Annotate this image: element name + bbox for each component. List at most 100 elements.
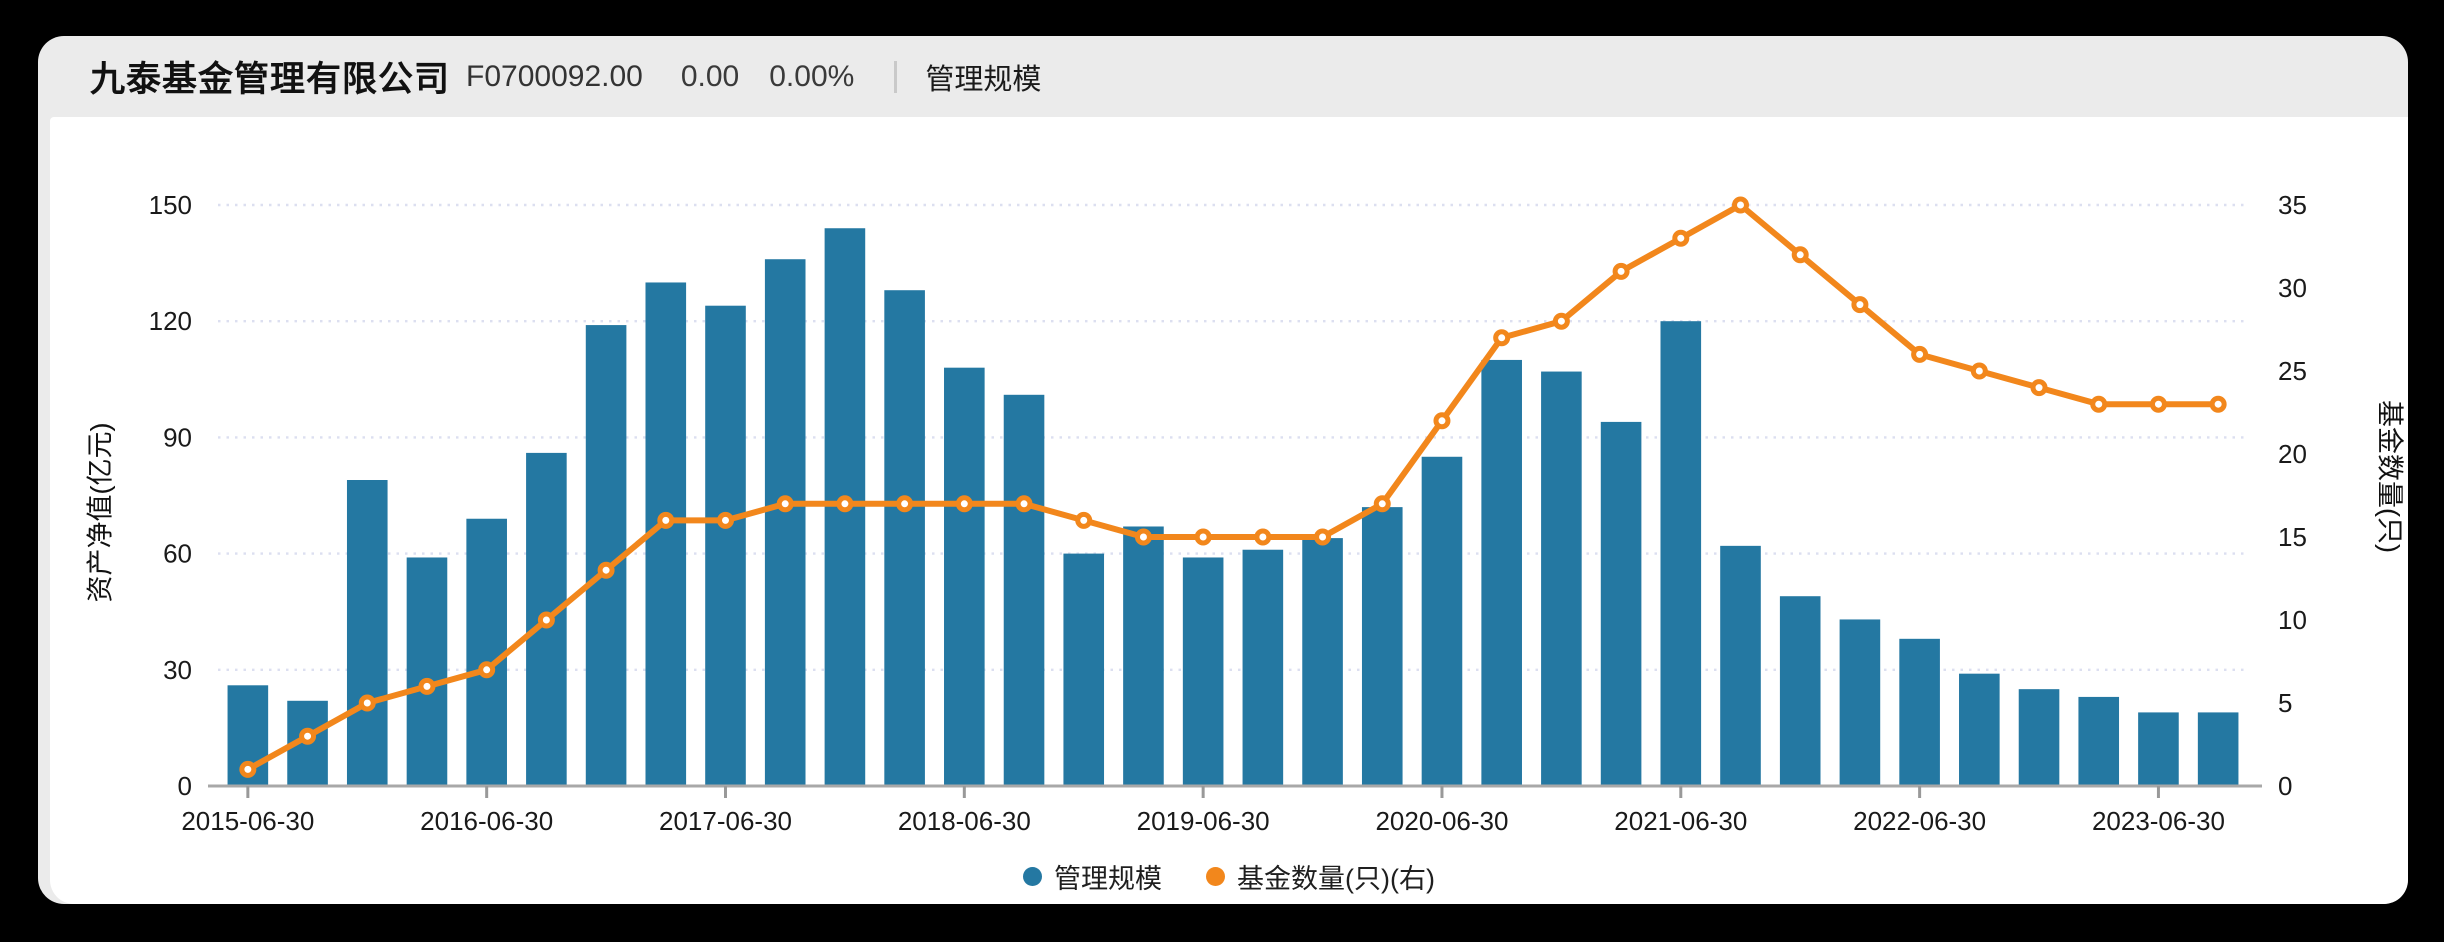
line-point-2020-09-30[interactable] (1493, 329, 1511, 347)
line-point-2022-06-30[interactable] (1911, 345, 1929, 363)
legend-label-bar: 管理规模 (1054, 864, 1163, 894)
bar-2019-09-30[interactable] (1242, 549, 1284, 786)
bar-2022-03-31[interactable] (1839, 619, 1881, 786)
bar-2023-09-30[interactable] (2197, 712, 2239, 786)
bar-2020-09-30[interactable] (1481, 359, 1522, 786)
y-right-tick-label: 15 (2278, 522, 2307, 552)
company-title: 九泰基金管理有限公司 (90, 60, 451, 99)
x-tick-label: 2017-06-30 (659, 806, 792, 836)
line-point-2022-03-31[interactable] (1851, 296, 1869, 314)
legend-label-line: 基金数量(只)(右) (1237, 864, 1435, 894)
y-left-tick-label: 0 (178, 771, 192, 801)
y-left-tick-label: 90 (163, 422, 192, 452)
line-point-2015-09-30[interactable] (299, 727, 317, 745)
line-point-2015-06-30[interactable] (239, 760, 257, 778)
line-point-2016-06-30[interactable] (478, 661, 496, 679)
x-tick-label: 2020-06-30 (1375, 806, 1508, 836)
line-point-2017-09-30[interactable] (776, 495, 794, 513)
y-right-tick-label: 30 (2278, 273, 2307, 303)
tab-label: 管理规模 (925, 63, 1042, 96)
combo-chart: 2015-06-30 2016-06-30 2017-06-30 2018-06-30… (149, 190, 2307, 836)
y-left-tick-label: 150 (149, 190, 192, 220)
bar-2018-03-31[interactable] (884, 290, 925, 786)
y-right-tick-label: 5 (2278, 688, 2292, 718)
legend-dot-line (1206, 867, 1226, 886)
fund-count-line (244, 202, 2222, 773)
bar-2020-12-31[interactable] (1541, 371, 1582, 786)
change-value: 0.00 (680, 59, 740, 93)
fund-code: F0700092.00 (466, 59, 643, 93)
bar-2022-09-30[interactable] (1959, 673, 2000, 786)
bar-2022-12-31[interactable] (2018, 689, 2060, 786)
bar-2022-06-30[interactable] (1899, 638, 1940, 786)
line-point-2021-12-31[interactable] (1791, 246, 1809, 264)
line-point-2023-09-30[interactable] (2209, 395, 2227, 413)
bar-2016-06-30[interactable] (466, 518, 507, 786)
bar-2023-06-30[interactable] (2138, 712, 2179, 786)
bar-2021-03-31[interactable] (1600, 421, 1642, 786)
bar-2019-12-31[interactable] (1302, 538, 1343, 786)
chart-card: 九泰基金管理有限公司 F0700092.00 0.00 0.00% 管理规模 2… (38, 36, 2408, 904)
line-point-2016-09-30[interactable] (537, 611, 555, 629)
x-tick-label: 2023-06-30 (2092, 806, 2225, 836)
bar-2018-12-31[interactable] (1063, 553, 1105, 786)
bar-2017-09-30[interactable] (764, 259, 806, 786)
line-point-2019-09-30[interactable] (1254, 528, 1272, 546)
bar-2018-06-30[interactable] (944, 367, 985, 786)
y-right-tick-label: 25 (2278, 356, 2307, 386)
y-right-tick-label: 35 (2278, 190, 2307, 220)
legend-item-line-series[interactable]: 基金数量(只)(右) (1206, 857, 1435, 896)
line-point-2015-12-31[interactable] (358, 694, 376, 712)
line-point-2018-12-31[interactable] (1075, 511, 1093, 529)
line-point-2021-06-30[interactable] (1672, 229, 1690, 247)
line-point-2019-12-31[interactable] (1314, 528, 1332, 546)
line-point-2022-12-31[interactable] (2030, 379, 2048, 397)
chart-panel: 2015-06-30 2016-06-30 2017-06-30 2018-06-30… (50, 117, 2408, 904)
bar-2016-03-31[interactable] (406, 557, 448, 786)
line-point-2019-03-31[interactable] (1134, 528, 1152, 546)
bar-2020-03-31[interactable] (1361, 507, 1403, 786)
y-left-tick-label: 60 (163, 539, 192, 569)
line-point-2018-03-31[interactable] (896, 495, 914, 513)
bar-2018-09-30[interactable] (1003, 394, 1045, 786)
bar-2015-12-31[interactable] (346, 480, 388, 786)
line-point-2017-12-31[interactable] (836, 495, 854, 513)
line-point-2018-09-30[interactable] (1015, 495, 1033, 513)
x-tick-label: 2015-06-30 (181, 806, 314, 836)
bar-2019-03-31[interactable] (1123, 526, 1164, 786)
bar-2021-12-31[interactable] (1779, 596, 1821, 786)
line-point-2020-06-30[interactable] (1433, 412, 1451, 430)
y-right-tick-label: 10 (2278, 605, 2307, 635)
left-axis-title: 资产净值(亿元) (85, 422, 116, 603)
line-point-2020-12-31[interactable] (1552, 312, 1570, 330)
card-header: 九泰基金管理有限公司 F0700092.00 0.00 0.00% 管理规模 (90, 36, 1041, 117)
legend-dot-bar (1023, 867, 1043, 886)
x-tick-label: 2019-06-30 (1137, 806, 1270, 836)
line-point-2016-03-31[interactable] (418, 677, 436, 695)
line-point-2021-09-30[interactable] (1732, 196, 1749, 214)
line-point-2018-06-30[interactable] (955, 495, 973, 513)
line-point-2023-06-30[interactable] (2149, 395, 2167, 413)
line-point-2022-09-30[interactable] (1970, 362, 1988, 380)
bar-2017-06-30[interactable] (705, 305, 746, 786)
y-right-tick-label: 20 (2278, 439, 2307, 469)
bar-2021-06-30[interactable] (1660, 321, 1702, 786)
line-point-2016-12-31[interactable] (597, 561, 615, 579)
x-tick-label: 2022-06-30 (1853, 806, 1986, 836)
bar-2019-06-30[interactable] (1182, 557, 1224, 786)
legend-item-bar-series[interactable]: 管理规模 (1023, 857, 1162, 896)
line-point-2019-06-30[interactable] (1194, 528, 1212, 546)
line-point-2021-03-31[interactable] (1612, 262, 1630, 280)
chart-legend: 管理规模 基金数量(只)(右) (50, 857, 2408, 896)
line-point-2020-03-31[interactable] (1373, 495, 1391, 513)
line-point-2017-06-30[interactable] (717, 511, 734, 529)
bar-2021-09-30[interactable] (1720, 545, 1761, 786)
right-axis-title: 基金数量(只) (2374, 400, 2405, 553)
x-tick-label: 2016-06-30 (420, 806, 553, 836)
line-point-2017-03-31[interactable] (657, 511, 675, 529)
bar-2020-06-30[interactable] (1421, 456, 1463, 786)
y-left-tick-label: 30 (163, 655, 192, 685)
bar-2023-03-31[interactable] (2078, 696, 2120, 786)
line-point-2023-03-31[interactable] (2090, 395, 2108, 413)
